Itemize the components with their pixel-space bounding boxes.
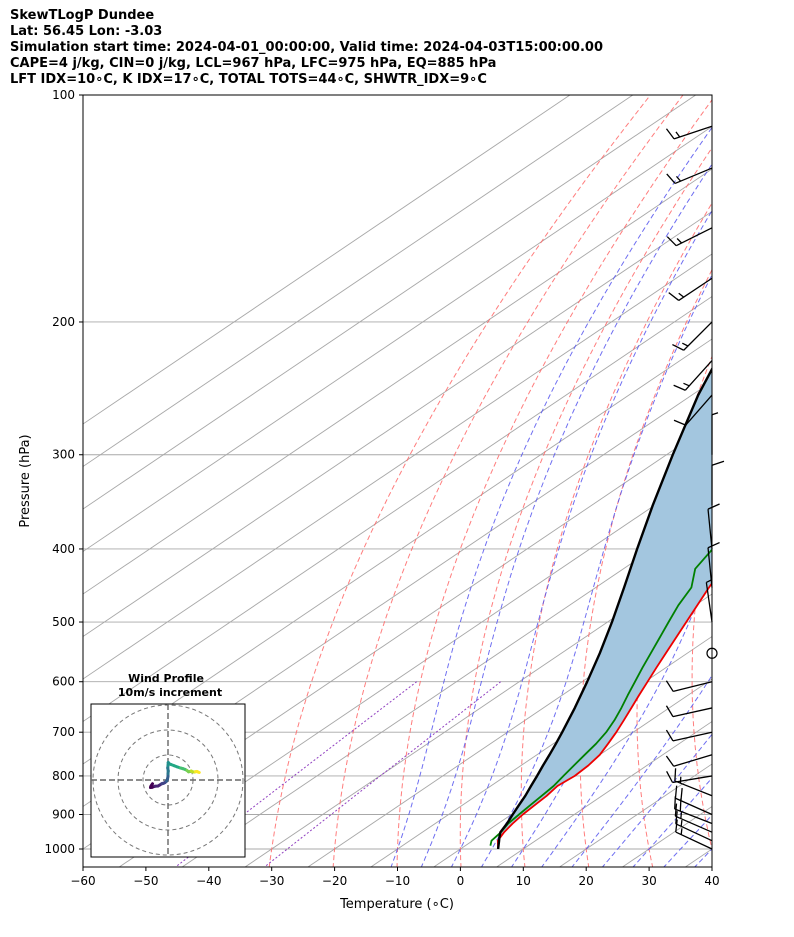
temperature-line <box>496 581 712 850</box>
isotherm-line <box>83 253 712 680</box>
wind-barb <box>711 412 719 455</box>
isotherm-line <box>747 88 794 868</box>
wind-barb <box>707 503 720 550</box>
y-tick-label: 900 <box>52 807 75 821</box>
moist-adiabat <box>420 163 712 867</box>
moist-adiabat <box>571 674 712 867</box>
wind-barb <box>674 785 713 816</box>
dry-adiabat <box>745 95 794 868</box>
dewpoint-line <box>489 546 712 846</box>
moist-adiabat <box>390 126 712 867</box>
sounding-series <box>489 366 712 850</box>
dry-adiabat <box>520 202 712 867</box>
moist-adiabat <box>632 777 712 867</box>
wind-barb <box>666 167 713 185</box>
isotherm-line <box>244 550 712 867</box>
wind-barbs <box>665 125 725 850</box>
x-axis-ticks: −60 −50 −40 −30 −20 −10 0 10 20 30 40 <box>70 867 720 888</box>
x-tick-label: −60 <box>70 874 95 888</box>
dry-adiabats <box>268 95 794 868</box>
wind-barb <box>665 680 713 693</box>
cape-area <box>497 369 712 841</box>
isotherm-line <box>83 125 712 553</box>
wind-barb <box>674 768 713 797</box>
isotherm-line <box>181 508 712 867</box>
y-tick-label: 400 <box>52 542 75 556</box>
wind-barb <box>666 771 713 784</box>
chart-header: SkewTLogP Dundee Lat: 56.45 Lon: -3.03 S… <box>10 8 603 88</box>
isotherm-line <box>83 295 712 723</box>
isotherm-line <box>83 95 634 468</box>
mixing-ratio-lines <box>174 681 502 867</box>
y-tick-label: 800 <box>52 769 75 783</box>
x-tick-label: 30 <box>641 874 656 888</box>
x-tick-label: −20 <box>322 874 347 888</box>
isotherm-line <box>83 423 712 850</box>
dry-adiabat <box>636 355 712 867</box>
isotherm-line <box>432 678 712 867</box>
wind-barb <box>711 460 725 506</box>
hodograph-subtitle: 10m/s increment <box>118 686 222 699</box>
isotherm-line <box>83 95 571 425</box>
y-tick-label: 500 <box>52 615 75 629</box>
y-tick-label: 1000 <box>44 842 75 856</box>
dry-adiabat <box>268 95 651 867</box>
time-line: Simulation start time: 2024-04-01_00:00:… <box>10 40 603 55</box>
isotherm-line <box>83 95 697 510</box>
wind-barb <box>675 811 713 842</box>
isotherm-line <box>83 210 712 638</box>
wind-barb <box>672 321 713 351</box>
mixing-ratio-line <box>263 681 502 867</box>
cape-line: CAPE=4 j/kg, CIN=0 j/kg, LCL=967 hPa, LF… <box>10 56 497 71</box>
wind-barb <box>668 277 713 301</box>
y-tick-label: 700 <box>52 725 75 739</box>
x-tick-label: −50 <box>133 874 158 888</box>
x-tick-label: 10 <box>516 874 531 888</box>
hodograph-inset: Wind Profile 10m/s increment <box>90 672 246 858</box>
x-tick-label: −40 <box>196 874 221 888</box>
wind-barb <box>673 394 713 426</box>
y-axis-ticks: 1000 900 800 700 600 500 400 300 200 100 <box>44 88 83 856</box>
hodograph-segment <box>196 770 201 774</box>
x-tick-label: −10 <box>385 874 410 888</box>
x-tick-label: 0 <box>457 874 465 888</box>
y-tick-label: 600 <box>52 675 75 689</box>
isotherm-line <box>83 168 712 595</box>
wind-barb <box>675 819 713 850</box>
y-tick-label: 300 <box>52 448 75 462</box>
hodograph-title: Wind Profile <box>128 672 204 685</box>
wind-barb <box>665 754 713 767</box>
cape-fill <box>497 369 712 841</box>
y-tick-label: 200 <box>52 315 75 329</box>
wind-barb <box>673 360 713 391</box>
y-axis-label: Pressure (hPa) <box>18 434 33 527</box>
moist-adiabat <box>480 273 712 867</box>
dry-adiabat <box>396 98 712 867</box>
moist-adiabat <box>450 209 712 867</box>
location-line: Lat: 56.45 Lon: -3.03 <box>10 24 163 39</box>
x-tick-label: 20 <box>579 874 594 888</box>
dry-adiabat <box>459 146 712 867</box>
x-tick-label: 40 <box>704 874 719 888</box>
dry-adiabat <box>332 95 684 867</box>
y-tick-label: 100 <box>52 88 75 102</box>
isotherm-line <box>307 593 712 867</box>
parcel-path-line <box>496 366 712 850</box>
indices-line: LFT IDX=10∘C, K IDX=17∘C, TOTAL TOTS=44∘… <box>10 72 487 87</box>
wind-barb <box>665 705 713 718</box>
wind-barb <box>665 729 713 742</box>
x-tick-label: −30 <box>259 874 284 888</box>
wind-barb <box>666 227 713 247</box>
wind-barb <box>706 647 718 659</box>
isotherm-line <box>495 720 712 867</box>
wind-barb <box>665 125 713 140</box>
chart-title: SkewTLogP Dundee <box>10 8 155 23</box>
moist-adiabat <box>541 561 712 867</box>
x-axis-label: Temperature (∘C) <box>339 897 454 912</box>
wind-barb <box>707 541 720 588</box>
